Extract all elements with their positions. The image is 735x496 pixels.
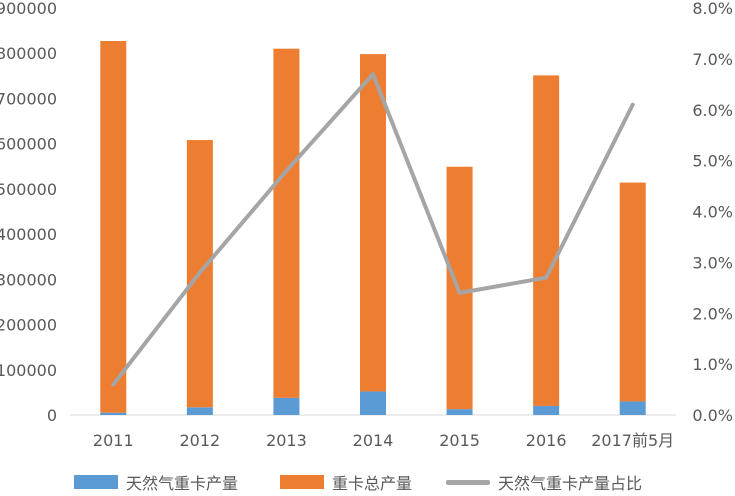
bar-gas-production [533,405,560,415]
x-tick-label: 2012 [179,431,220,450]
bar-gas-production [446,409,473,415]
y2-tick-label: 4.0% [692,203,733,222]
y2-tick-label: 6.0% [692,101,733,120]
ratio-line-point [284,169,288,173]
x-tick-label: 2013 [266,431,307,450]
y-tick-label: 800000 [0,44,57,63]
legend-item-ratio: 天然气重卡产量占比 [446,470,642,494]
bar-total-production [533,75,560,406]
y2-tick-label: 5.0% [692,152,733,171]
ratio-line-point [371,72,375,76]
x-tick-label: 2016 [526,431,567,450]
y-tick-label: 700000 [0,89,57,108]
bar-total-production [100,41,127,413]
ratio-line-point [111,382,115,386]
bar-gas-production [186,407,213,415]
y-tick-label: 0 [47,406,57,425]
legend-label-ratio: 天然气重卡产量占比 [498,474,643,493]
x-axis-ticks: 2011 2012 2013 2014 2015 2016 2017前5月 [93,431,674,450]
y2-tick-label: 3.0% [692,253,733,272]
legend-swatch-ratio [446,479,490,485]
y-tick-label: 500000 [0,180,57,199]
y-tick-label: 600000 [0,135,57,154]
bar-total-production [619,182,646,402]
bar-gas-production [619,401,646,415]
y-tick-label: 100000 [0,361,57,380]
ratio-line-point [544,276,548,280]
ratio-line-point [458,291,462,295]
x-tick-label: 2011 [93,431,134,450]
bar-gas-production [100,412,127,415]
legend: 天然气重卡产量 重卡总产量 天然气重卡产量占比 [0,466,735,496]
bar-gas-production [360,391,386,415]
y2-tick-label: 8.0% [692,0,733,18]
ratio-line-point [631,103,635,107]
ratio-line-point [198,271,202,275]
y-tick-label: 200000 [0,316,57,335]
legend-swatch-gas [74,475,118,489]
y2-tick-label: 0.0% [692,406,733,425]
y-tick-label: 400000 [0,225,57,244]
y2-tick-label: 7.0% [692,50,733,69]
x-tick-label: 2014 [353,431,394,450]
legend-item-gas: 天然气重卡产量 [74,470,238,494]
legend-label-gas: 天然气重卡产量 [126,474,239,493]
y2-tick-label: 1.0% [692,355,733,374]
y-tick-label: 300000 [0,270,57,289]
x-tick-label: 2017前5月 [591,431,674,450]
legend-swatch-total [280,475,324,489]
x-tick-label: 2015 [439,431,480,450]
y2-axis-ticks: 0.0% 1.0% 2.0% 3.0% 4.0% 5.0% 6.0% 7.0% 8.0% [692,0,733,425]
ratio-line-series [111,72,635,387]
y2-tick-label: 2.0% [692,304,733,323]
bar-total-production [273,48,300,398]
bar-total-production [360,54,386,392]
y-tick-label: 900000 [0,0,57,18]
bar-gas-production [273,397,300,415]
y-axis-ticks: 0 100000 200000 300000 400000 500000 600000 700… [0,0,57,425]
legend-item-total: 重卡总产量 [280,470,412,494]
bars [100,41,646,415]
legend-label-total: 重卡总产量 [332,474,413,493]
